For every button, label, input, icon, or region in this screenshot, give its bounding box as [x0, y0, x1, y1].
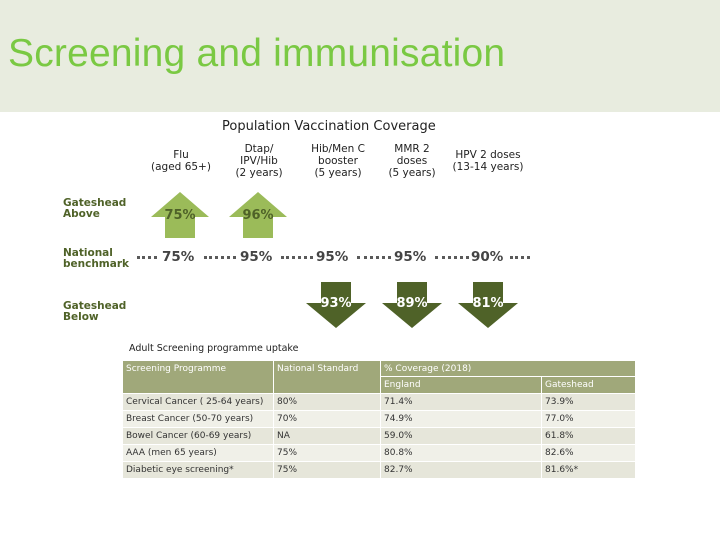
- header-screening-programme: Screening Programme: [123, 361, 273, 393]
- table-cell-standard: 75%: [274, 462, 380, 478]
- table-cell-standard: 70%: [274, 411, 380, 427]
- column-header-flu: Flu (aged 65+): [151, 149, 211, 173]
- title-bar: [0, 0, 720, 112]
- table-cell-standard: NA: [274, 428, 380, 444]
- up-arrow-dtap: 96%: [229, 192, 287, 238]
- up-arrow-flu: 75%: [151, 192, 209, 238]
- page-title: Screening and immunisation: [8, 32, 506, 75]
- table-cell-standard: 80%: [274, 394, 380, 410]
- down-arrow-hib-menc: 93%: [306, 282, 366, 328]
- benchmark-value-flu: 75%: [162, 249, 195, 265]
- table-cell-england: 82.7%: [381, 462, 541, 478]
- row-label-national-benchmark: National benchmark: [63, 247, 129, 270]
- column-header-dtap: Dtap/IPV/Hib (2 years): [235, 143, 283, 179]
- table-cell-gateshead: 73.9%: [542, 394, 635, 410]
- table-cell-gateshead: 82.6%: [542, 445, 635, 461]
- row-label-gateshead-below: Gateshead Below: [63, 300, 127, 323]
- below-value-hpv: 81%: [472, 296, 503, 311]
- vaccination-chart-title: Population Vaccination Coverage: [222, 119, 436, 134]
- header-coverage: % Coverage (2018): [381, 361, 635, 376]
- benchmark-dots: [435, 256, 469, 259]
- benchmark-dots: [204, 256, 236, 259]
- table-cell-gateshead: 81.6%*: [542, 462, 635, 478]
- table-cell-england: 74.9%: [381, 411, 541, 427]
- header-national-standard: National Standard: [274, 361, 380, 393]
- benchmark-value-mmr: 95%: [394, 249, 427, 265]
- column-header-hpv: HPV 2 doses (13-14 years): [452, 149, 524, 173]
- above-value-flu: 75%: [164, 208, 195, 223]
- row-label-gateshead-above: Gateshead Above: [63, 197, 127, 220]
- benchmark-dots: [357, 256, 391, 259]
- table-cell-england: 59.0%: [381, 428, 541, 444]
- benchmark-value-hpv: 90%: [471, 249, 504, 265]
- header-england: England: [381, 377, 541, 393]
- table-cell-programme: Diabetic eye screening*: [123, 462, 273, 478]
- header-gateshead: Gateshead: [542, 377, 635, 393]
- table-cell-standard: 75%: [274, 445, 380, 461]
- down-arrow-hpv: 81%: [458, 282, 518, 328]
- table-cell-programme: AAA (men 65 years): [123, 445, 273, 461]
- benchmark-dots: [281, 256, 313, 259]
- table-cell-england: 80.8%: [381, 445, 541, 461]
- table-cell-gateshead: 77.0%: [542, 411, 635, 427]
- table-cell-programme: Breast Cancer (50-70 years): [123, 411, 273, 427]
- table-cell-programme: Cervical Cancer ( 25-64 years): [123, 394, 273, 410]
- column-header-mmr: MMR 2 doses (5 years): [388, 143, 436, 179]
- table-cell-england: 71.4%: [381, 394, 541, 410]
- below-value-mmr: 89%: [396, 296, 427, 311]
- below-value-hib-menc: 93%: [320, 296, 351, 311]
- table-cell-programme: Bowel Cancer (60-69 years): [123, 428, 273, 444]
- down-arrow-mmr: 89%: [382, 282, 442, 328]
- benchmark-value-hib-menc: 95%: [316, 249, 349, 265]
- benchmark-dots: [510, 256, 530, 259]
- above-value-dtap: 96%: [242, 208, 273, 223]
- benchmark-value-dtap: 95%: [240, 249, 273, 265]
- table-cell-gateshead: 61.8%: [542, 428, 635, 444]
- screening-table-title: Adult Screening programme uptake: [129, 343, 299, 354]
- benchmark-dots: [137, 256, 157, 259]
